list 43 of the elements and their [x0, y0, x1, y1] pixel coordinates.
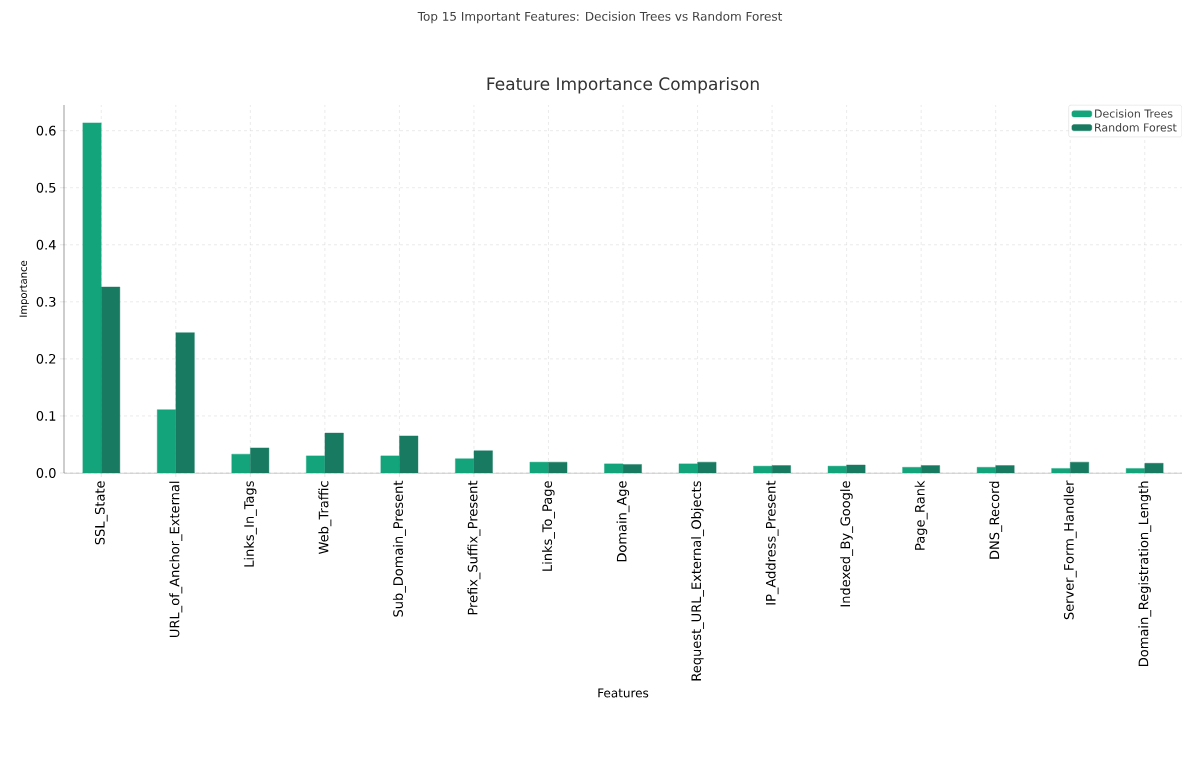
x-tick-label: Page_Rank [914, 480, 928, 550]
y-axis-title: Importance [19, 260, 29, 317]
y-tick-label: 0.4 [36, 239, 56, 250]
chart-title: Feature Importance Comparison [487, 77, 759, 94]
bar [231, 453, 251, 473]
bar [529, 461, 549, 473]
bar [678, 463, 698, 473]
x-tick-label: IP_Address_Present [765, 480, 779, 605]
x-tick-label: Domain_Age [616, 481, 630, 562]
y-tick-label: 0.5 [36, 182, 56, 193]
x-tick-label: Links_To_Page [542, 481, 555, 571]
x-tick-label: DNS_Record [989, 481, 1003, 559]
bar [82, 122, 102, 473]
chart-subtitle: Top 15 Important Features: Decision Trees vs Random Forest [417, 11, 783, 24]
bar [380, 455, 400, 473]
bar [753, 465, 773, 473]
x-tick-label: Prefix_Suffix_Present [467, 480, 481, 615]
bar [827, 465, 847, 473]
x-tick-label: URL_of_Anchor_External [169, 481, 183, 637]
y-tick-label: 0.1 [36, 411, 56, 421]
x-tick-label: Server_Form_Handler [1063, 480, 1077, 620]
x-tick-label: Links_In_Tags [243, 481, 257, 567]
legend-label: Decision Trees [1095, 109, 1173, 118]
bar [455, 458, 475, 473]
x-tick-label: Indexed_By_Google [840, 481, 854, 607]
bar [1051, 468, 1071, 473]
x-axis-title: Features [598, 688, 649, 698]
y-tick-label: 0.3 [36, 296, 56, 307]
y-tick-label: 0.0 [36, 468, 56, 478]
x-tick-label: Request_URL_External_Objects [691, 481, 705, 681]
x-tick-label: Sub_Domain_Present [392, 480, 406, 617]
bar [902, 467, 922, 473]
x-tick-label: SSL_State [94, 481, 108, 545]
x-tick-label: Web_Traffic [318, 481, 332, 554]
bar [157, 409, 176, 473]
legend-label: Random Forest [1095, 123, 1177, 132]
y-tick-label: 0.2 [36, 353, 56, 364]
bar [306, 455, 326, 473]
bar [604, 463, 624, 473]
bar [976, 467, 996, 473]
y-tick-label: 0.6 [36, 125, 56, 136]
x-tick-label: Domain_Registration_Length [1138, 481, 1152, 666]
bar [1125, 468, 1145, 473]
